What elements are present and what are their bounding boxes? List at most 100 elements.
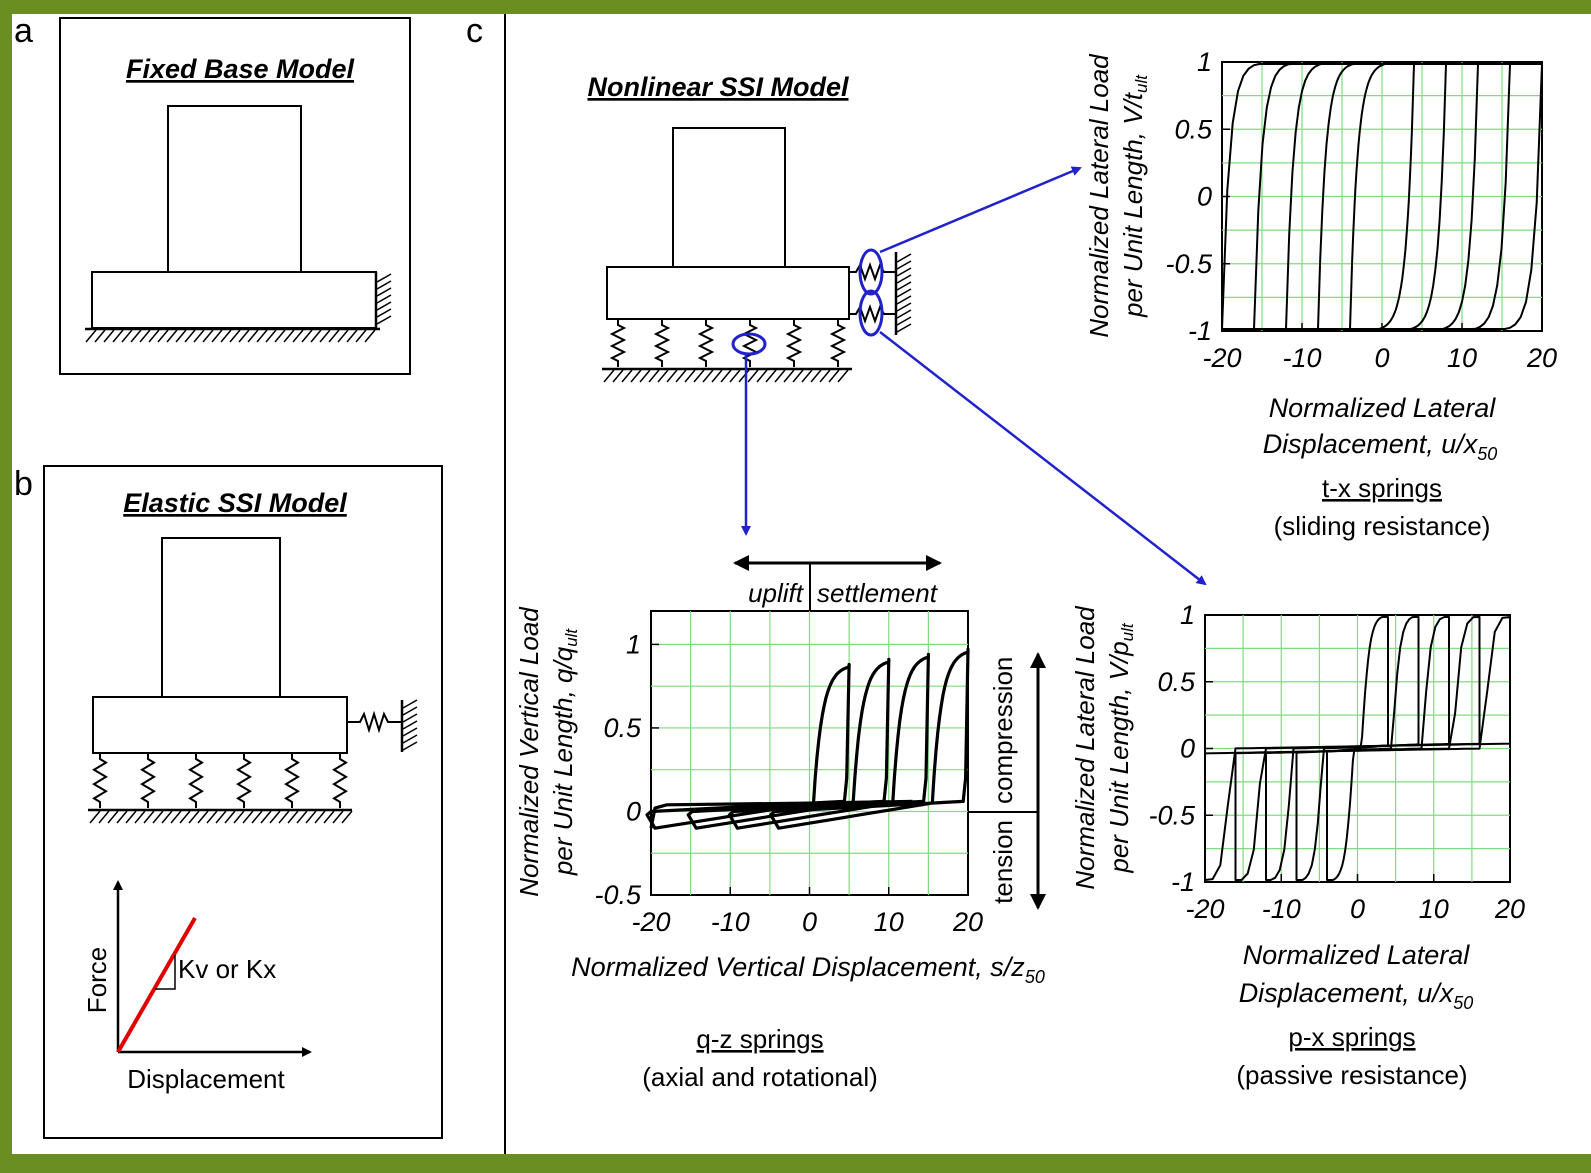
ground-hatch (85, 329, 376, 343)
panel-c-title: Nonlinear SSI Model (587, 72, 849, 102)
hatch-mark (274, 329, 286, 343)
hatch-mark (801, 369, 813, 383)
hatch-mark (402, 706, 418, 716)
hatch-mark (747, 369, 759, 383)
hatch-mark (720, 369, 732, 383)
chart-px-ticks: -20 -10 0 10 20 1 0.5 0 -0.5 -1 (1148, 600, 1525, 924)
uplift-label: uplift (748, 578, 805, 608)
hatch-mark (603, 369, 615, 383)
spring (188, 753, 204, 808)
hatch-mark (269, 810, 281, 824)
hysteresis-loop (645, 662, 851, 830)
hatch-mark (265, 329, 277, 343)
chart-qz-ylabel-2: per Unit Length, q/qult (548, 628, 581, 877)
hatch-mark (666, 369, 678, 383)
chart-px-ylabel-2: per Unit Length, V/pult (1104, 622, 1137, 873)
x-tick-label: 10 (1419, 894, 1449, 924)
x-tick-label: -20 (1202, 343, 1241, 373)
chart-tx-ticks: -20 -10 0 10 20 1 0.5 0 -0.5 -1 (1165, 47, 1557, 373)
hatch-mark (112, 329, 124, 343)
chart-qz-curves (645, 647, 970, 830)
spring-highlight-qz (731, 332, 767, 356)
hatch-mark (107, 810, 119, 824)
hatch-mark (287, 810, 299, 824)
hatch-mark (337, 329, 349, 343)
hatch-mark (896, 253, 912, 263)
horizontal-spring (347, 710, 402, 734)
x-tick-label: 0 (802, 907, 817, 937)
foundation (91, 271, 377, 329)
hatch-mark (89, 810, 101, 824)
spring (332, 753, 348, 808)
y-tick-label: 1 (1197, 47, 1212, 77)
x-tick-label: 20 (952, 907, 983, 937)
hatch-mark (792, 369, 804, 383)
hatch-mark (896, 302, 912, 312)
panel-letter-c: c (466, 12, 483, 50)
hatch-mark (896, 316, 912, 326)
x-tick-label: 20 (1526, 343, 1557, 373)
hatch-mark (376, 294, 392, 304)
hatch-mark (774, 369, 786, 383)
chart-tx-caption-2: (sliding resistance) (1274, 511, 1491, 541)
y-tick-label: -0.5 (1165, 249, 1213, 279)
chart-px: -20 -10 0 10 20 1 0.5 0 -0.5 -1 Normalized Latera… (1070, 600, 1525, 1090)
chart-tx-grid (1222, 62, 1542, 331)
hatch-mark (215, 810, 227, 824)
hatch-mark (175, 329, 187, 343)
hatch-mark (211, 329, 223, 343)
x-tick-label: 0 (1350, 894, 1365, 924)
panel-a-box (59, 17, 411, 375)
arrow-to-px (879, 331, 1207, 586)
hatch-mark (323, 810, 335, 824)
x-tick-label: 10 (874, 907, 904, 937)
chart-qz-ylabel: Normalized Vertical Load (514, 606, 544, 897)
hatch-mark (896, 323, 912, 333)
hatch-mark (355, 329, 367, 343)
chart-tx-curves (1221, 63, 1543, 330)
wall-hatch (376, 273, 392, 325)
y-tick-label: -0.5 (1148, 800, 1196, 830)
hatch-mark (896, 295, 912, 305)
spring (785, 319, 803, 367)
hatch-mark (121, 329, 133, 343)
hatch-mark (94, 329, 106, 343)
hatch-mark (693, 369, 705, 383)
spring (236, 753, 252, 808)
hatch-mark (103, 329, 115, 343)
chart-px-caption-2: (passive resistance) (1236, 1060, 1467, 1090)
hatch-mark (193, 329, 205, 343)
hatch-mark (328, 329, 340, 343)
hatch-mark (188, 810, 200, 824)
hatch-mark (179, 810, 191, 824)
hatch-mark (896, 260, 912, 270)
chart-qz-ticks: -20 -10 0 10 20 1 0.5 0 -0.5 (594, 629, 983, 937)
hatch-mark (85, 329, 97, 343)
hatch-mark (161, 810, 173, 824)
spring (140, 753, 156, 808)
hatch-mark (657, 369, 669, 383)
spring (829, 319, 847, 367)
hatch-mark (157, 329, 169, 343)
hatch-mark (247, 329, 259, 343)
x-tick-label: -10 (711, 907, 750, 937)
y-tick-label: -1 (1188, 316, 1212, 346)
y-tick-label: 1 (626, 629, 641, 659)
chart-tx: -20 -10 0 10 20 1 0.5 0 -0.5 -1 Normalized Latera… (1084, 47, 1557, 541)
x-tick-label: -20 (1185, 894, 1224, 924)
hatch-mark (292, 329, 304, 343)
slope-triangle (155, 955, 176, 990)
hatch-mark (242, 810, 254, 824)
hatch-mark (612, 369, 624, 383)
hysteresis-loop (649, 799, 913, 829)
panel-letter-b: b (14, 465, 33, 503)
hatch-mark (143, 810, 155, 824)
hatch-mark (364, 329, 376, 343)
hatch-mark (402, 727, 418, 737)
hatch-mark (346, 329, 358, 343)
arrow-to-tx (879, 166, 1082, 254)
x-tick-label: 0 (1374, 343, 1389, 373)
tension-label: tension (988, 820, 1018, 904)
hatch-mark (376, 315, 392, 325)
